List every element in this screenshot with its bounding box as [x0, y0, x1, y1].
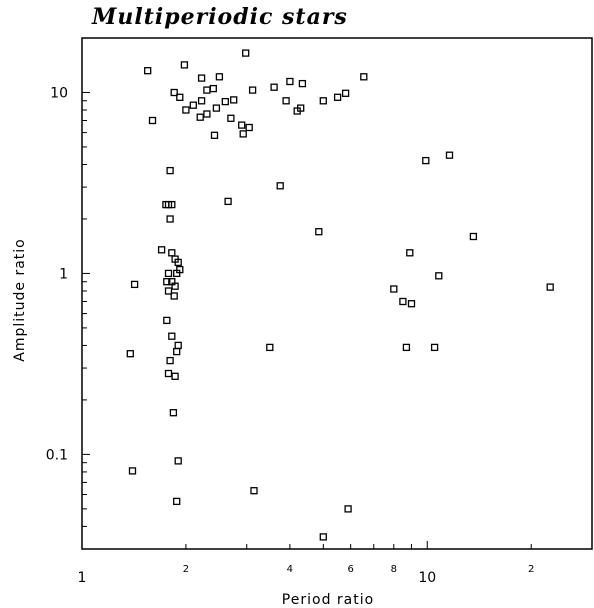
chart-title: Multiperiodic stars [92, 4, 348, 30]
data-point [174, 341, 182, 350]
data-point [422, 156, 430, 165]
data-point [224, 197, 232, 206]
x-tick-label: 10 [418, 570, 436, 586]
data-point [180, 61, 189, 69]
data-point [148, 116, 157, 125]
data-point [546, 283, 554, 291]
data-point [435, 272, 443, 280]
data-point [276, 182, 284, 190]
data-point [230, 96, 238, 104]
data-point [166, 215, 174, 223]
data-point [130, 280, 139, 289]
y-tick-label: 1 [59, 266, 68, 282]
data-point [174, 457, 182, 465]
data-point [168, 332, 176, 340]
data-point [344, 505, 352, 513]
data-point [297, 104, 305, 112]
data-point [210, 131, 219, 139]
data-point [163, 278, 171, 286]
y-tick-label: 10 [50, 85, 68, 101]
data-point [170, 292, 178, 300]
data-points [126, 49, 554, 541]
data-point [286, 77, 294, 86]
data-point [173, 347, 181, 356]
data-point [248, 86, 257, 94]
data-point [209, 84, 217, 93]
data-point [197, 74, 206, 82]
y-axis-ticks: 0.1 1 10 [46, 37, 90, 550]
data-point [164, 369, 173, 378]
data-point [341, 89, 350, 97]
data-point [168, 200, 176, 209]
data-point [242, 49, 250, 57]
data-point [445, 151, 454, 159]
data-point [171, 282, 179, 290]
data-point [171, 372, 179, 380]
data-point [164, 287, 173, 295]
data-point [282, 97, 290, 105]
data-point [173, 497, 181, 506]
data-point [360, 73, 368, 81]
data-point [270, 83, 278, 91]
data-point [319, 533, 327, 541]
data-point [333, 93, 342, 101]
x-tick-label: 6 [347, 564, 353, 575]
data-point [166, 166, 174, 175]
data-point [239, 130, 247, 138]
data-point [407, 300, 416, 308]
data-point [250, 487, 258, 495]
data-point [212, 104, 221, 112]
data-point [164, 269, 173, 278]
data-point [126, 350, 134, 358]
data-point [319, 97, 327, 105]
data-point [390, 285, 398, 293]
data-point [238, 121, 246, 129]
data-point [221, 97, 229, 106]
plot-frame [81, 37, 593, 550]
data-point [469, 232, 478, 241]
data-point [203, 86, 211, 94]
data-point [227, 114, 235, 122]
data-point [298, 79, 307, 88]
data-point [144, 67, 152, 75]
data-point [266, 343, 274, 352]
y-tick-label: 0.1 [46, 447, 68, 463]
x-tick-label: 2 [528, 564, 534, 575]
data-point [163, 316, 171, 325]
data-point [169, 409, 178, 417]
data-point [166, 356, 174, 365]
data-point [174, 258, 182, 267]
data-point [215, 73, 224, 81]
data-point [203, 110, 211, 118]
data-point [176, 93, 184, 101]
data-point [399, 297, 407, 306]
x-tick-label: 1 [78, 570, 87, 586]
data-point [173, 269, 181, 278]
data-point [157, 246, 166, 254]
x-tick-label: 4 [287, 564, 293, 575]
x-tick-label: 8 [391, 564, 397, 575]
y-axis-label: Amplitude ratio [12, 238, 28, 361]
x-tick-label: 2 [183, 564, 189, 575]
data-point [170, 88, 178, 97]
data-point [128, 467, 137, 475]
data-point [168, 249, 176, 257]
data-point [402, 343, 411, 352]
data-point [189, 101, 197, 109]
data-point [245, 123, 253, 132]
data-point [315, 228, 323, 236]
x-axis-label: Period ratio [282, 592, 374, 608]
data-point [196, 113, 204, 121]
data-point [182, 106, 190, 114]
x-axis-ticks: 1 2 4 6 8 10 2 [78, 541, 593, 586]
data-point [197, 97, 206, 105]
data-point [430, 343, 439, 352]
data-point [406, 249, 414, 257]
